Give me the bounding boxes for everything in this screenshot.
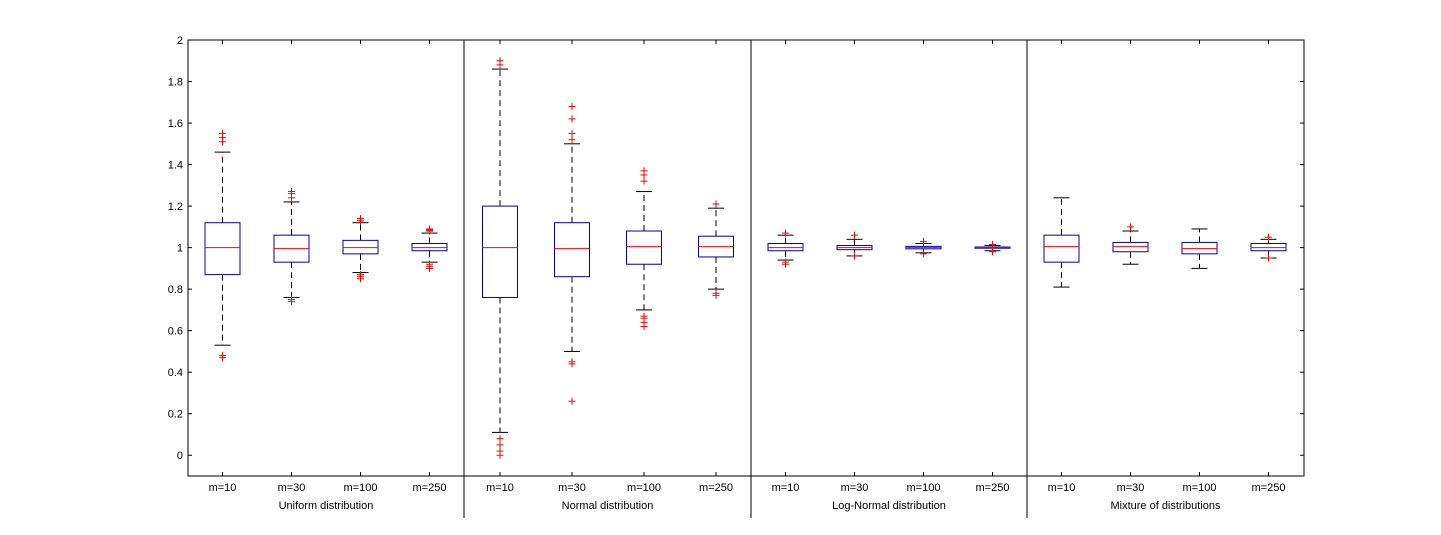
- outlier-marker: [496, 441, 504, 449]
- x-tick-label: m=100: [344, 482, 378, 494]
- x-tick-label: m=30: [558, 482, 586, 494]
- outlier-marker: [426, 260, 433, 268]
- box: [767, 242, 804, 252]
- x-tick-label: m=250: [976, 482, 1010, 494]
- group-label: Mixture of distributions: [1110, 500, 1221, 512]
- box: [342, 239, 379, 255]
- y-tick-label: 1.8: [168, 77, 183, 89]
- outlier-marker: [1127, 223, 1134, 231]
- box: [1043, 234, 1080, 263]
- outlier-marker: [219, 352, 226, 360]
- outlier-marker: [568, 136, 576, 144]
- y-tick-label: 0: [177, 450, 183, 462]
- outlier-marker: [640, 177, 648, 185]
- x-tick-label: m=10: [772, 482, 800, 494]
- y-tick-label: 0.6: [168, 326, 183, 338]
- outlier-marker: [989, 241, 996, 249]
- outlier-marker: [568, 397, 576, 405]
- outlier-marker: [989, 248, 996, 256]
- outlier-marker: [568, 358, 576, 366]
- y-tick-label: 0.8: [168, 284, 183, 296]
- outlier-marker: [782, 229, 789, 237]
- x-tick-label: m=100: [907, 482, 941, 494]
- y-tick-label: 0.4: [168, 367, 183, 379]
- x-tick-label: m=250: [699, 482, 733, 494]
- x-tick-label: m=100: [1183, 482, 1217, 494]
- outlier-marker: [851, 231, 858, 239]
- outlier-marker: [640, 167, 648, 175]
- x-tick-label: m=30: [841, 482, 869, 494]
- outlier-marker: [219, 129, 226, 137]
- y-tick-label: 1: [177, 243, 183, 255]
- box: [482, 205, 518, 298]
- x-tick-label: m=10: [209, 482, 237, 494]
- x-tick-label: m=100: [627, 482, 661, 494]
- x-tick-label: m=10: [486, 482, 514, 494]
- box-series: [204, 57, 1287, 459]
- outlier-marker: [496, 447, 504, 455]
- box: [554, 222, 590, 278]
- box: [626, 230, 662, 265]
- outlier-marker: [288, 188, 295, 196]
- group-separators: [463, 40, 1028, 518]
- outlier-marker: [640, 312, 648, 320]
- y-tick-label: 0.2: [168, 409, 183, 421]
- y-tick-label: 1.6: [168, 118, 183, 130]
- outlier-marker: [712, 200, 720, 208]
- box: [1112, 241, 1149, 253]
- outlier-marker: [920, 237, 927, 245]
- group-label: Log-Normal distribution: [832, 500, 946, 512]
- outlier-marker: [782, 258, 789, 266]
- box: [1250, 242, 1287, 252]
- x-tick-label: m=10: [1048, 482, 1076, 494]
- outlier-marker: [920, 250, 927, 258]
- outlier-marker: [568, 115, 576, 123]
- outlier-marker: [568, 129, 576, 137]
- outlier-marker: [496, 435, 504, 443]
- plot-background: [188, 40, 1304, 476]
- outlier-marker: [1265, 233, 1272, 241]
- outlier-marker: [357, 215, 364, 223]
- y-tick-label: 1.2: [168, 201, 183, 213]
- y-tick-label: 1.4: [168, 160, 183, 172]
- box: [411, 242, 448, 252]
- x-axis: Uniform distribution m=10 m=30 m=100 m=250 No…: [209, 40, 1286, 512]
- outlier-marker: [426, 225, 433, 233]
- box: [1181, 241, 1218, 255]
- x-tick-label: m=250: [1252, 482, 1286, 494]
- box: [204, 222, 241, 276]
- y-tick-label: 2: [177, 35, 183, 47]
- outlier-marker: [712, 289, 720, 297]
- x-tick-label: m=250: [413, 482, 447, 494]
- plot-frame: [187, 39, 1305, 477]
- group-label: Uniform distribution: [279, 500, 374, 512]
- x-tick-label: m=30: [1117, 482, 1145, 494]
- x-tick-label: m=30: [278, 482, 306, 494]
- outlier-marker: [288, 296, 295, 304]
- outlier-marker: [851, 252, 858, 260]
- group-label: Normal distribution: [562, 500, 654, 512]
- outlier-marker: [496, 57, 504, 65]
- outlier-marker: [1265, 254, 1272, 262]
- y-axis: 2 1.8 1.6 1.4 1.2 1 0.8 0.6 0.4 0.2 0: [168, 35, 1304, 462]
- outlier-marker: [357, 271, 364, 279]
- outlier-marker: [568, 102, 576, 110]
